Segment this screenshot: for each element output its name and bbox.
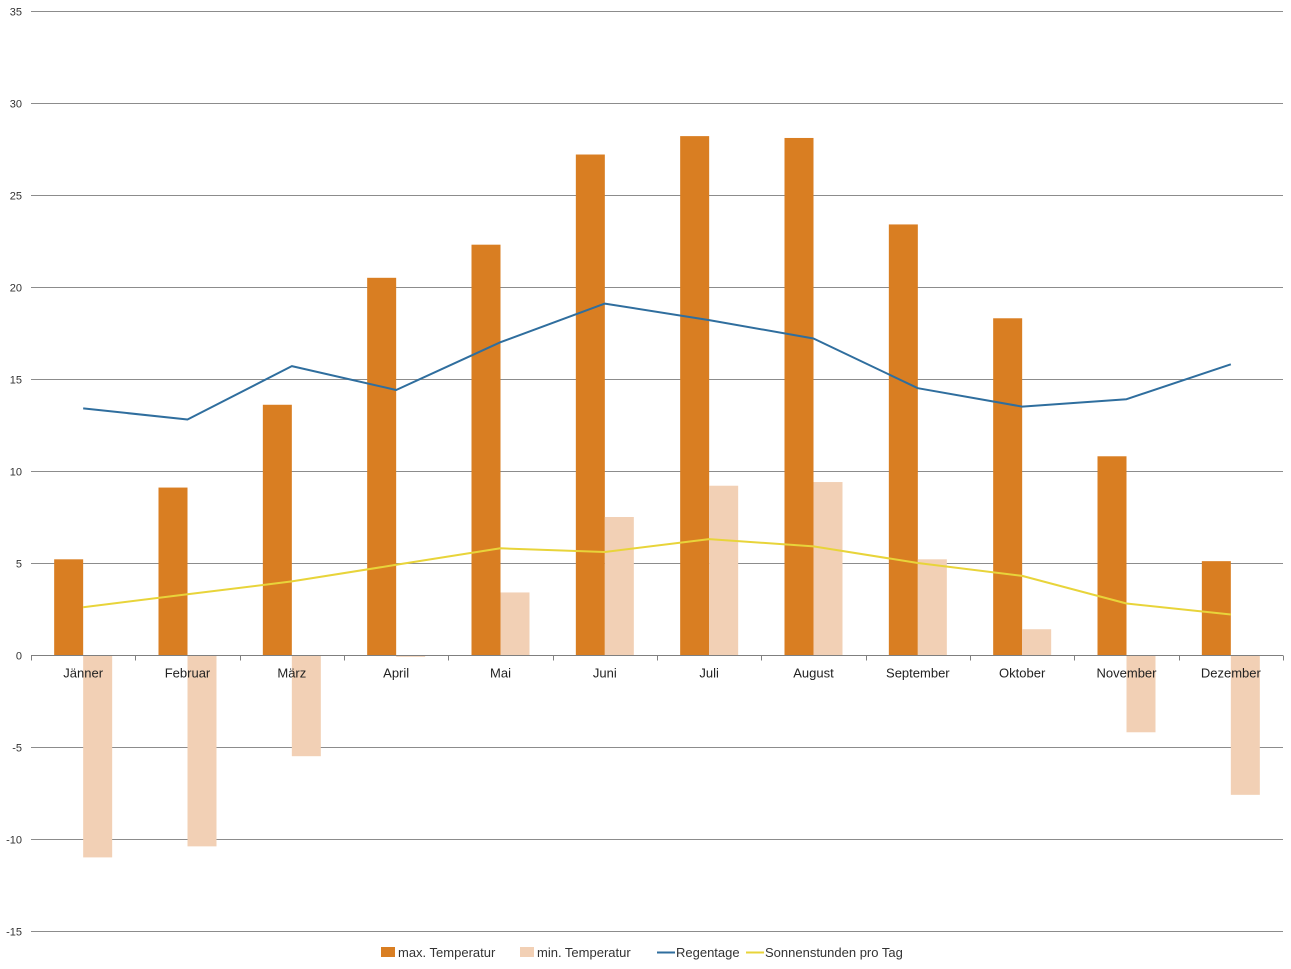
bar-min-temp: [1022, 629, 1052, 655]
legend-label: min. Temperatur: [537, 945, 631, 960]
y-tick-label: -15: [6, 927, 22, 939]
bar-min-temp: [813, 482, 843, 655]
legend: max. Temperatur min. Temperatur Regentage S…: [381, 945, 903, 960]
line-sonnenstunden: [83, 538, 1231, 616]
gridlines: [31, 11, 1283, 932]
bar-max-temp: [158, 487, 188, 655]
bar-max-temp: [1201, 561, 1231, 655]
x-category-label: Oktober: [999, 666, 1046, 681]
bar-max-temp: [680, 136, 710, 655]
bar-min-temp: [500, 592, 530, 655]
bar-max-temp: [888, 224, 918, 655]
x-category-label: Mai: [490, 666, 511, 681]
legend-label: Sonnenstunden pro Tag: [765, 945, 903, 960]
bar-min-temp: [917, 559, 947, 655]
y-tick-label: 25: [10, 191, 22, 203]
bar-min-temp: [1230, 655, 1260, 795]
y-axis: 35 30 25 20 15 10 5 0 -5 -10 -15: [6, 7, 22, 939]
y-tick-label: -10: [6, 835, 22, 847]
x-category-label: März: [277, 666, 306, 681]
line-regentage: [83, 302, 1232, 421]
bar-min-temp: [83, 655, 113, 858]
x-category-label: Dezember: [1201, 666, 1262, 681]
x-category-label: September: [886, 666, 950, 681]
bar-min-temp: [187, 655, 217, 847]
bar-max-temp: [367, 277, 397, 655]
bar-max-temp: [1097, 456, 1127, 655]
bar-max-temp: [262, 404, 292, 655]
x-category-label: April: [383, 666, 409, 681]
bar-min-temp: [604, 517, 634, 655]
bar-max-temp: [575, 154, 605, 655]
series-lines: [83, 302, 1232, 616]
y-tick-label: 10: [10, 467, 22, 479]
x-category-label: Juli: [699, 666, 719, 681]
bar-min-temp: [291, 655, 321, 757]
x-axis: Jänner Februar März April Mai Juni Juli August S…: [31, 655, 1284, 681]
y-tick-label: 0: [16, 651, 22, 663]
legend-swatch: [520, 947, 534, 957]
y-tick-label: 5: [16, 559, 22, 571]
x-category-label: Juni: [593, 666, 617, 681]
y-tick-label: 15: [10, 375, 22, 387]
legend-swatch: [381, 947, 395, 957]
bar-min-temp: [1126, 655, 1156, 733]
x-category-label: Februar: [165, 666, 211, 681]
bar-max-temp: [471, 244, 501, 655]
bar-max-temp: [993, 318, 1023, 655]
bar-max-temp: [784, 137, 814, 655]
y-tick-label: -5: [12, 743, 22, 755]
bars: [54, 136, 1260, 858]
legend-label: max. Temperatur: [398, 945, 496, 960]
x-category-label: Jänner: [63, 666, 103, 681]
x-category-label: November: [1097, 666, 1158, 681]
y-tick-label: 35: [10, 7, 22, 19]
y-tick-label: 20: [10, 283, 22, 295]
legend-label: Regentage: [676, 945, 740, 960]
y-tick-label: 30: [10, 99, 22, 111]
x-category-label: August: [793, 666, 834, 681]
bar-max-temp: [54, 559, 84, 655]
bar-min-temp: [709, 485, 739, 655]
